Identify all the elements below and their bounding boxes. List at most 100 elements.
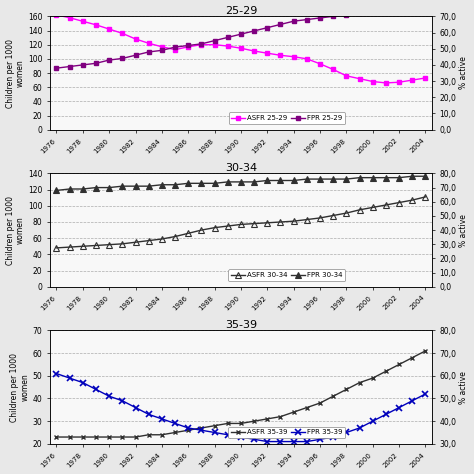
ASFR 30-34: [264, 220, 270, 226]
ASFR 30-34: [212, 225, 218, 230]
ASFR 30-34: [396, 200, 402, 205]
ASFR 35-39: [80, 434, 86, 440]
ASFR 35-39: [212, 423, 218, 428]
FPR 35-39: [291, 439, 297, 445]
ASFR 25-29: [146, 40, 152, 46]
ASFR 30-34: [238, 221, 244, 227]
Title: 30-34: 30-34: [225, 163, 257, 173]
FPR 25-29: [93, 61, 99, 66]
ASFR 30-34: [278, 219, 283, 225]
FPR 25-29: [278, 22, 283, 27]
ASFR 30-34: [119, 241, 125, 246]
Legend: ASFR 30-34, FPR 30-34: ASFR 30-34, FPR 30-34: [228, 269, 345, 281]
ASFR 30-34: [330, 213, 336, 219]
FPR 25-29: [225, 35, 231, 40]
FPR 30-34: [330, 176, 336, 182]
ASFR 35-39: [67, 434, 73, 440]
FPR 25-29: [54, 65, 59, 71]
ASFR 25-29: [423, 75, 428, 81]
FPR 35-39: [172, 420, 178, 426]
FPR 30-34: [264, 178, 270, 183]
ASFR 25-29: [264, 50, 270, 56]
FPR 35-39: [238, 434, 244, 440]
Title: 25-29: 25-29: [225, 6, 257, 16]
ASFR 25-29: [133, 36, 138, 42]
FPR 35-39: [93, 387, 99, 392]
ASFR 30-34: [54, 245, 59, 251]
ASFR 35-39: [159, 432, 165, 438]
ASFR 35-39: [344, 387, 349, 392]
ASFR 35-39: [291, 409, 297, 415]
Line: FPR 25-29: FPR 25-29: [55, 8, 428, 70]
FPR 30-34: [423, 173, 428, 179]
FPR 35-39: [199, 428, 204, 433]
ASFR 25-29: [119, 30, 125, 36]
FPR 25-29: [383, 9, 389, 14]
Line: FPR 35-39: FPR 35-39: [54, 371, 428, 444]
Title: 35-39: 35-39: [225, 319, 257, 330]
ASFR 35-39: [410, 355, 415, 361]
FPR 25-29: [317, 15, 323, 21]
FPR 35-39: [159, 416, 165, 422]
FPR 35-39: [304, 439, 310, 445]
ASFR 35-39: [396, 362, 402, 367]
FPR 30-34: [80, 186, 86, 192]
FPR 25-29: [396, 9, 402, 14]
ASFR 30-34: [225, 223, 231, 229]
ASFR 25-29: [330, 67, 336, 73]
ASFR 30-34: [199, 227, 204, 233]
ASFR 30-34: [383, 202, 389, 208]
ASFR 30-34: [291, 219, 297, 224]
ASFR 35-39: [225, 420, 231, 426]
ASFR 25-29: [54, 12, 59, 18]
ASFR 25-29: [172, 47, 178, 53]
FPR 25-29: [251, 28, 257, 34]
FPR 25-29: [106, 57, 112, 63]
FPR 30-34: [225, 179, 231, 185]
FPR 30-34: [159, 182, 165, 188]
Legend: ASFR 25-29, FPR 25-29: ASFR 25-29, FPR 25-29: [228, 112, 345, 124]
ASFR 35-39: [133, 434, 138, 440]
ASFR 35-39: [185, 428, 191, 433]
ASFR 25-29: [410, 77, 415, 83]
FPR 35-39: [54, 371, 59, 376]
FPR 25-29: [344, 12, 349, 18]
FPR 25-29: [80, 62, 86, 68]
ASFR 35-39: [264, 416, 270, 422]
ASFR 30-34: [146, 238, 152, 244]
ASFR 35-39: [251, 419, 257, 424]
FPR 25-29: [423, 7, 428, 13]
ASFR 35-39: [423, 348, 428, 354]
FPR 30-34: [251, 179, 257, 185]
FPR 25-29: [370, 9, 375, 14]
ASFR 30-34: [67, 244, 73, 250]
ASFR 30-34: [185, 230, 191, 236]
FPR 30-34: [317, 176, 323, 182]
ASFR 25-29: [357, 76, 363, 82]
Line: FPR 30-34: FPR 30-34: [54, 173, 428, 193]
FPR 30-34: [93, 185, 99, 191]
ASFR 25-29: [93, 22, 99, 27]
FPR 35-39: [344, 429, 349, 435]
ASFR 35-39: [172, 429, 178, 435]
FPR 25-29: [133, 52, 138, 58]
ASFR 25-29: [370, 79, 375, 84]
ASFR 30-34: [344, 210, 349, 216]
ASFR 25-29: [396, 79, 402, 85]
ASFR 35-39: [238, 420, 244, 426]
ASFR 25-29: [225, 43, 231, 49]
ASFR 35-39: [370, 375, 375, 381]
FPR 35-39: [410, 398, 415, 403]
FPR 25-29: [67, 64, 73, 69]
Legend: ASFR 35-39, FPR 35-39: ASFR 35-39, FPR 35-39: [228, 427, 345, 438]
FPR 30-34: [199, 181, 204, 186]
ASFR 30-34: [410, 197, 415, 203]
FPR 30-34: [172, 182, 178, 188]
FPR 30-34: [212, 181, 218, 186]
ASFR 35-39: [199, 425, 204, 431]
Y-axis label: % active: % active: [459, 56, 468, 90]
ASFR 35-39: [119, 434, 125, 440]
FPR 30-34: [410, 173, 415, 179]
ASFR 25-29: [304, 56, 310, 62]
FPR 30-34: [383, 175, 389, 181]
